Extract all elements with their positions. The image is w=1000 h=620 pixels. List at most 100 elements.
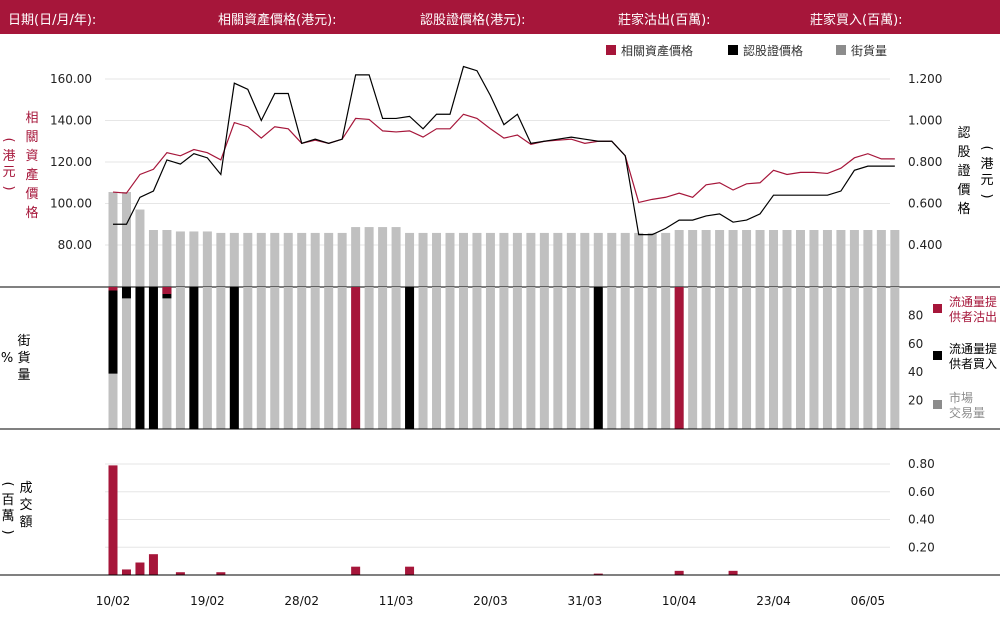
right-axis-tick-1: 0.600 (908, 197, 942, 211)
street-volume-bar (782, 230, 792, 287)
bottom-axis-title-1: 交 (19, 497, 32, 513)
bottom-axis-unit-open: ( (0, 481, 15, 486)
x-axis-label-6: 10/04 (662, 594, 697, 608)
street-volume-bar (634, 232, 644, 287)
market-volume-bar (364, 287, 374, 429)
market-volume-bar (782, 287, 792, 429)
right-top-axis-title-2: 證 (957, 163, 970, 179)
turnover-bar (108, 465, 118, 575)
street-volume-bar (526, 232, 536, 287)
turnover-bar (148, 554, 158, 575)
mid-axis-title-0: 街 (17, 334, 30, 349)
left-top-axis-title-3: 產 (25, 167, 38, 183)
street-volume-bar (607, 232, 617, 287)
lp-buy-bar (121, 287, 131, 299)
street-volume-bar (202, 231, 212, 287)
street-volume-bar (175, 231, 185, 287)
lp-buy-bar (135, 287, 145, 429)
right-axis-tick-3: 1.000 (908, 114, 942, 128)
date-label: 日期(日/月/年): (8, 13, 97, 28)
mid-axis-tick-0: 20 (908, 394, 923, 408)
mid-axis-tick-3: 80 (908, 308, 923, 322)
market-volume-bar (432, 287, 442, 429)
market-volume-bar (378, 287, 388, 429)
right-top-axis-unit-0: 港 (980, 157, 993, 172)
market-volume-bar (849, 287, 859, 429)
turnover-bar (216, 572, 226, 575)
left-axis-tick-1: 100.00 (50, 197, 92, 211)
legend-label-mid-1-0: 流通量提 (949, 341, 997, 356)
lp-buy-bar (148, 287, 158, 429)
lp-sell-bar (351, 287, 361, 429)
market-volume-bar (742, 287, 752, 429)
x-axis-label-3: 11/03 (379, 594, 414, 608)
market-volume-bar (863, 287, 873, 429)
street-volume-bar (445, 232, 455, 287)
street-volume-bar (189, 231, 199, 287)
street-volume-bar (458, 232, 468, 287)
street-volume-bar (351, 227, 361, 287)
mid-axis-title-2: 量 (17, 368, 30, 383)
street-volume-bar (809, 230, 819, 287)
street-volume-bar (742, 230, 752, 287)
legend-label-top-0: 相關資產價格 (621, 43, 693, 58)
market-volume-bar (620, 287, 630, 429)
x-axis-label-7: 23/04 (756, 594, 791, 608)
market-volume-bar (688, 287, 698, 429)
street-volume-bar (418, 232, 428, 287)
street-volume-bar (701, 230, 711, 287)
street-volume-bar (620, 232, 630, 287)
market-volume-bar (769, 287, 779, 429)
turnover-bar (175, 572, 185, 575)
market-volume-bar (283, 287, 293, 429)
legend-swatch-top-2 (836, 45, 846, 55)
bottom-axis-unit-close: ) (0, 529, 15, 534)
market-volume-bar (607, 287, 617, 429)
street-volume-bar (580, 232, 590, 287)
market-volume-bar (876, 287, 886, 429)
mid-axis-tick-1: 40 (908, 365, 923, 379)
street-volume-bar (108, 192, 118, 287)
street-volume-bar (310, 232, 320, 287)
street-volume-bar (162, 230, 172, 287)
street-volume-bar (472, 232, 482, 287)
market-volume-bar (661, 287, 671, 429)
market-volume-bar (472, 287, 482, 429)
street-volume-bar (216, 232, 226, 287)
street-volume-bar (539, 232, 549, 287)
right-axis-tick-0: 0.400 (908, 238, 942, 252)
warrant-price-line (113, 65, 895, 236)
left-top-axis-unit-open: ( (1, 137, 16, 142)
market-volume-bar (121, 287, 131, 429)
right-top-axis-unit-1: 元 (980, 173, 993, 188)
market-volume-bar (243, 287, 253, 429)
bottom-axis-tick-0: 0.20 (908, 540, 935, 554)
bottom-axis-tick-3: 0.80 (908, 457, 935, 471)
turnover-bar (405, 566, 415, 575)
warrant-chart: 相關資產價格 認股證價格 街貨量80.00100.00120.00140.00160… (0, 43, 1000, 608)
legend-label-mid-2-0: 市場 (949, 390, 973, 405)
lp-sell-bar (108, 287, 118, 291)
dealer-buy-label: 莊家買入(百萬): (810, 13, 903, 28)
mid-axis-tick-2: 60 (908, 337, 923, 351)
market-volume-bar (553, 287, 563, 429)
lp-sell-bar (162, 287, 172, 294)
street-volume-bar (324, 232, 334, 287)
bottom-axis-tick-1: 0.40 (908, 513, 935, 527)
street-volume-bar (661, 232, 671, 287)
market-volume-bar (512, 287, 522, 429)
dealer-sell-label: 莊家沽出(百萬): (618, 13, 711, 28)
left-top-axis-unit-close: ) (1, 185, 16, 190)
street-volume-bar (485, 232, 495, 287)
lp-buy-bar (189, 287, 199, 429)
right-top-axis-title-3: 價 (957, 183, 970, 198)
turnover-bar (135, 562, 145, 575)
street-volume-bar (391, 227, 401, 287)
street-volume-bar (148, 230, 158, 287)
street-volume-bar (728, 230, 738, 287)
right-top-axis-title-0: 認 (957, 125, 970, 141)
street-volume-bar (405, 232, 415, 287)
market-volume-bar (580, 287, 590, 429)
market-volume-bar (391, 287, 401, 429)
x-axis-label-8: 06/05 (851, 594, 886, 608)
